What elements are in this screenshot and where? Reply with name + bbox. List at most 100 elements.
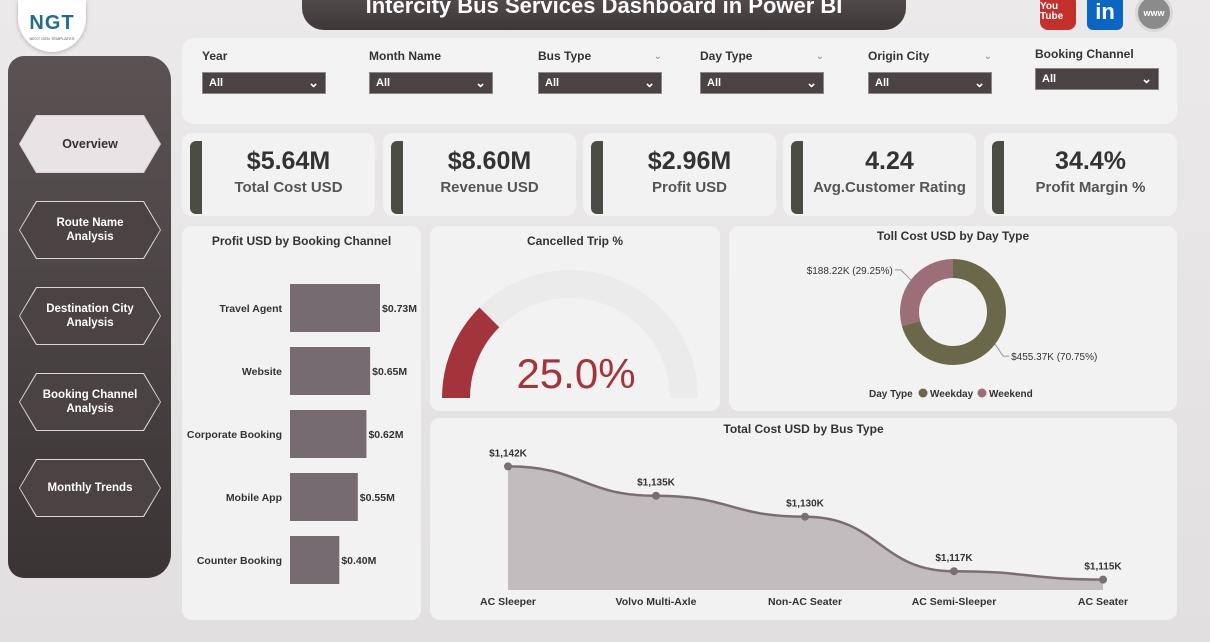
filter-label: Origin City	[868, 49, 930, 63]
profit-by-booking-channel-card: Profit USD by Booking Channel Travel Age…	[182, 226, 421, 620]
filter-year: Year All ⌄	[202, 48, 326, 94]
donut-slice	[900, 259, 953, 326]
filter-panel: Year All ⌄ Month Name All ⌄ Bus Type ⌄ All ⌄…	[182, 38, 1177, 124]
bar	[290, 473, 358, 521]
chart-title: Cancelled Trip %	[526, 234, 624, 248]
kpi-label: Profit Margin %	[1035, 179, 1146, 196]
bus-type-dropdown[interactable]: All ⌄	[538, 72, 662, 94]
category-label: AC Sleeper	[480, 596, 536, 608]
kpi-accent-bar	[992, 141, 1004, 214]
nav-label: Destination City Analysis	[46, 303, 134, 329]
filter-label: Month Name	[369, 49, 441, 63]
chevron-down-icon: ⌄	[974, 75, 985, 90]
category-label: Website	[242, 366, 282, 378]
category-label: Travel Agent	[219, 303, 282, 315]
donut-chart: $455.37K (70.75%) $188.22K (29.25%) Day Ty…	[807, 259, 1097, 400]
data-point	[801, 512, 809, 521]
origin-city-dropdown[interactable]: All ⌄	[868, 72, 992, 94]
data-label: $1,142K	[489, 448, 528, 459]
data-point	[1099, 575, 1107, 584]
gauge-fill	[442, 307, 500, 398]
nav-label: Monthly Trends	[47, 482, 133, 494]
dropdown-value: All	[875, 77, 890, 89]
year-dropdown[interactable]: All ⌄	[202, 72, 326, 94]
kpi-value: $2.96M	[647, 147, 732, 175]
kpi-label: Profit USD	[652, 179, 727, 196]
booking-channel-dropdown[interactable]: All ⌄	[1035, 68, 1159, 90]
data-label: $1,130K	[786, 499, 825, 510]
nav-label: Overview	[62, 137, 118, 151]
chevron-down-icon: ⌄	[475, 75, 486, 90]
filter-label: Day Type	[700, 49, 753, 63]
bar	[290, 536, 340, 584]
category-label: Corporate Booking	[187, 429, 282, 441]
kpi-accent-bar	[190, 141, 202, 214]
chevron-down-icon[interactable]: ⌄	[815, 50, 824, 62]
bar	[290, 410, 367, 458]
category-label: Volvo Multi-Axle	[616, 596, 697, 608]
dropdown-value: All	[209, 77, 224, 89]
chevron-down-icon: ⌄	[308, 75, 319, 90]
kpi-accent-bar	[791, 141, 803, 214]
kpi-value: $5.64M	[246, 147, 331, 175]
kpi-value: 4.24	[865, 147, 914, 175]
nav-label: Booking Channel Analysis	[42, 389, 138, 415]
nav-overview-button[interactable]: Overview	[19, 115, 161, 173]
dropdown-value: All	[376, 77, 391, 89]
data-label: $0.40M	[341, 555, 376, 567]
leader-line	[994, 343, 1010, 357]
nav-destination-city-analysis-button[interactable]: Destination City Analysis	[19, 287, 161, 345]
filter-label: Year	[202, 49, 228, 63]
kpi-label: Revenue USD	[440, 179, 539, 196]
kpi-value: $8.60M	[447, 147, 532, 175]
dropdown-value: All	[1042, 73, 1057, 85]
nav-booking-channel-analysis-button[interactable]: Booking Channel Analysis	[19, 373, 161, 431]
youtube-icon[interactable]: You Tube	[1040, 0, 1076, 30]
data-label: $188.22K (29.25%)	[807, 266, 893, 277]
gauge-track	[442, 270, 698, 398]
cancelled-trip-card: Cancelled Trip % 25.0%	[430, 226, 720, 411]
bar	[290, 284, 380, 332]
category-label: Mobile App	[226, 492, 282, 504]
toll-cost-by-day-type-card: Toll Cost USD by Day Type $455.37K (70.7…	[729, 226, 1177, 411]
category-label: Counter Booking	[197, 555, 282, 567]
legend-label: Weekend	[989, 389, 1033, 400]
month-name-dropdown[interactable]: All ⌄	[369, 72, 493, 94]
linkedin-icon[interactable]: in	[1087, 0, 1123, 30]
ngt-logo: NGT NEXT GEN TEMPLATES	[18, 0, 86, 52]
data-label: $0.62M	[368, 429, 403, 441]
filter-month-name: Month Name All ⌄	[369, 48, 493, 94]
chevron-down-icon[interactable]: ⌄	[983, 50, 992, 62]
total-cost-by-bus-type-card: Total Cost USD by Bus Type $1,142K AC Sle…	[430, 418, 1177, 620]
donut-slice	[901, 259, 1006, 365]
chart-title: Total Cost USD by Bus Type	[723, 422, 884, 436]
website-globe-icon[interactable]: www	[1135, 0, 1173, 32]
bar	[290, 347, 371, 395]
nav-monthly-trends-button[interactable]: Monthly Trends	[19, 459, 161, 517]
data-label: $1,115K	[1084, 562, 1122, 573]
filter-bus-type: Bus Type ⌄ All ⌄	[538, 48, 662, 94]
chevron-down-icon: ⌄	[806, 75, 817, 90]
gauge-value: 25.0%	[516, 350, 635, 397]
filter-label: Booking Channel	[1035, 47, 1134, 61]
chevron-down-icon[interactable]: ⌄	[653, 50, 662, 62]
category-label: AC Seater	[1078, 596, 1128, 608]
website-label: www	[1143, 8, 1165, 18]
kpi-card-total-cost: $5.64M Total Cost USD	[182, 133, 375, 216]
dropdown-value: All	[545, 77, 560, 89]
category-label: Non-AC Seater	[768, 596, 842, 608]
youtube-label: You Tube	[1040, 1, 1064, 22]
data-label: $0.55M	[360, 492, 395, 504]
legend-marker	[918, 388, 928, 398]
legend-label: Weekday	[930, 389, 974, 400]
data-label: $455.37K (70.75%)	[1011, 352, 1097, 363]
dropdown-value: All	[707, 77, 722, 89]
bar-chart: Travel Agent $0.73M Website $0.65M Corporate…	[187, 284, 417, 584]
data-point	[504, 462, 512, 471]
nav-route-name-analysis-button[interactable]: Route Name Analysis	[19, 201, 161, 259]
day-type-dropdown[interactable]: All ⌄	[700, 72, 824, 94]
kpi-value: 34.4%	[1055, 147, 1126, 175]
kpi-card-profit: $2.96M Profit USD	[583, 133, 776, 216]
gauge-chart: 25.0%	[442, 270, 698, 398]
kpi-accent-bar	[591, 141, 603, 214]
